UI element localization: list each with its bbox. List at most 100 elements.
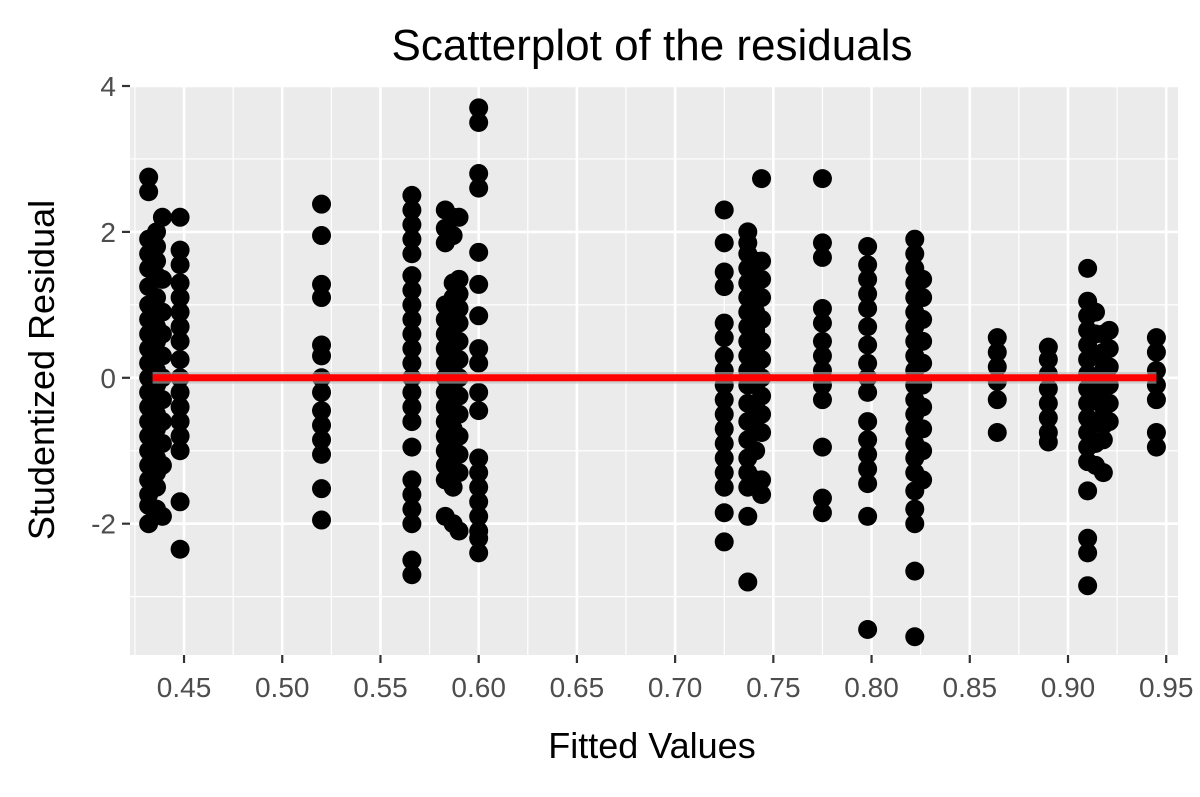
residual-point — [987, 342, 1007, 362]
y-axis-tick-labels: -2 0 2 4 — [91, 71, 116, 540]
residual-point — [402, 185, 422, 205]
residual-point — [858, 269, 878, 289]
residual-point — [1146, 328, 1166, 348]
residual-point — [913, 269, 933, 289]
residual-point — [152, 433, 172, 453]
residual-point — [714, 448, 734, 468]
residual-point — [987, 423, 1007, 443]
residual-point — [449, 207, 469, 227]
residual-point — [312, 430, 332, 450]
residual-point — [170, 426, 190, 446]
residual-point — [858, 444, 878, 464]
residual-point — [752, 404, 772, 424]
residual-point — [312, 382, 332, 402]
residual-point — [312, 288, 332, 308]
residual-point — [312, 226, 332, 246]
residual-point — [987, 328, 1007, 348]
residual-point — [402, 266, 422, 286]
residual-point — [147, 222, 167, 242]
residual-point — [812, 503, 832, 523]
residual-point — [1146, 342, 1166, 362]
residual-point — [1093, 430, 1113, 450]
residual-point — [170, 240, 190, 260]
residual-point — [738, 572, 758, 592]
residual-point — [170, 288, 190, 308]
residual-point — [714, 328, 734, 348]
x-tick-label: 0.45 — [157, 672, 212, 703]
residual-point — [714, 313, 734, 333]
residual-point — [402, 324, 422, 344]
residual-point — [812, 331, 832, 351]
residual-point — [449, 313, 469, 333]
residual-point — [913, 353, 933, 373]
fit-line-group — [152, 371, 1157, 384]
residual-point — [858, 298, 878, 318]
x-tick-label: 0.65 — [550, 672, 605, 703]
residual-point — [312, 510, 332, 530]
residual-point — [812, 313, 832, 333]
residual-point — [812, 169, 832, 189]
residual-point — [1038, 393, 1058, 413]
residual-point — [443, 477, 463, 497]
residual-point — [402, 397, 422, 417]
y-tick-label: 4 — [100, 71, 116, 102]
residual-point — [752, 251, 772, 271]
x-tick-label: 0.60 — [451, 672, 506, 703]
residual-point — [1038, 350, 1058, 370]
residual-point — [170, 331, 190, 351]
residual-point — [714, 390, 734, 410]
residual-point — [812, 247, 832, 267]
residual-point — [312, 479, 332, 499]
residual-point — [812, 346, 832, 366]
x-tick-label: 0.90 — [1041, 672, 1096, 703]
x-tick-label: 0.95 — [1139, 672, 1194, 703]
residual-point — [152, 506, 172, 526]
residual-point — [170, 492, 190, 512]
residual-point — [1078, 543, 1098, 563]
chart-title: Scatterplot of the residuals — [392, 21, 913, 70]
residual-point — [752, 386, 772, 406]
residual-point — [858, 619, 878, 639]
residual-point — [858, 284, 878, 304]
residual-point — [1078, 576, 1098, 596]
residual-point — [905, 229, 925, 249]
residual-point — [170, 412, 190, 432]
residual-point — [402, 514, 422, 534]
residual-point — [469, 382, 489, 402]
x-tick-label: 0.85 — [943, 672, 998, 703]
residual-point — [752, 423, 772, 443]
residual-point — [147, 477, 167, 497]
major-gridlines — [130, 84, 1178, 655]
residual-point — [449, 269, 469, 289]
residual-point — [905, 561, 925, 581]
residual-point — [402, 215, 422, 235]
residual-point — [139, 167, 159, 187]
residual-point — [858, 335, 878, 355]
residual-point — [170, 302, 190, 322]
residual-point — [312, 274, 332, 294]
residual-point — [858, 236, 878, 256]
residual-point — [402, 470, 422, 490]
residual-point — [858, 474, 878, 494]
residual-point — [1099, 393, 1119, 413]
residual-point — [402, 295, 422, 315]
residual-point — [913, 309, 933, 329]
residual-point — [1085, 302, 1105, 322]
residual-point — [714, 419, 734, 439]
residual-point — [469, 353, 489, 373]
residual-point — [402, 565, 422, 585]
residual-point — [469, 492, 489, 512]
residual-point — [987, 390, 1007, 410]
x-axis-tick-labels: 0.45 0.50 0.55 0.60 0.65 0.70 0.75 0.80 0.85 0.90… — [157, 672, 1194, 703]
residual-point — [170, 441, 190, 461]
residual-point — [858, 382, 878, 402]
residual-point — [449, 350, 469, 370]
residual-point — [443, 226, 463, 246]
residual-point — [714, 463, 734, 483]
residual-point — [312, 444, 332, 464]
residual-point — [469, 463, 489, 483]
residual-point — [449, 404, 469, 424]
residual-point — [170, 273, 190, 293]
residual-point — [152, 390, 172, 410]
